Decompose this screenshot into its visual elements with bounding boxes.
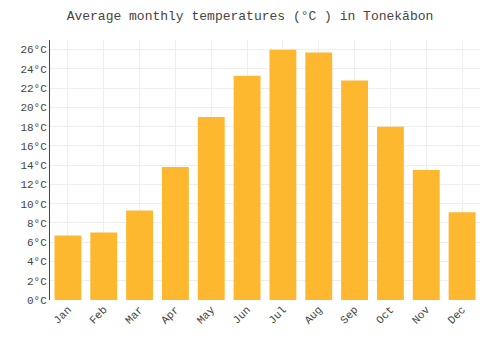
- svg-text:6°C: 6°C: [27, 237, 47, 249]
- svg-text:20°C: 20°C: [20, 102, 47, 114]
- svg-text:26°C: 26°C: [20, 44, 47, 56]
- svg-text:24°C: 24°C: [20, 64, 47, 76]
- svg-text:14°C: 14°C: [20, 160, 47, 172]
- svg-text:12°C: 12°C: [20, 179, 47, 191]
- svg-text:Mar: Mar: [123, 304, 145, 326]
- svg-text:0°C: 0°C: [27, 295, 47, 307]
- svg-text:Average monthly temperatures (: Average monthly temperatures (°C ) in To…: [67, 9, 434, 24]
- svg-text:Feb: Feb: [87, 304, 109, 326]
- svg-text:22°C: 22°C: [20, 83, 47, 95]
- svg-text:Aug: Aug: [302, 304, 324, 326]
- svg-text:Jun: Jun: [231, 304, 253, 326]
- svg-text:2°C: 2°C: [27, 276, 47, 288]
- svg-text:8°C: 8°C: [27, 218, 47, 230]
- svg-text:16°C: 16°C: [20, 141, 47, 153]
- svg-text:May: May: [195, 304, 218, 327]
- svg-text:18°C: 18°C: [20, 122, 47, 134]
- svg-text:10°C: 10°C: [20, 199, 47, 211]
- svg-text:Sep: Sep: [338, 304, 360, 326]
- svg-text:4°C: 4°C: [27, 256, 47, 268]
- svg-text:Apr: Apr: [159, 304, 181, 326]
- svg-text:Nov: Nov: [410, 304, 433, 327]
- svg-text:Oct: Oct: [374, 304, 396, 326]
- svg-text:Jan: Jan: [51, 304, 73, 326]
- svg-text:Dec: Dec: [446, 304, 468, 326]
- svg-text:Jul: Jul: [266, 304, 288, 326]
